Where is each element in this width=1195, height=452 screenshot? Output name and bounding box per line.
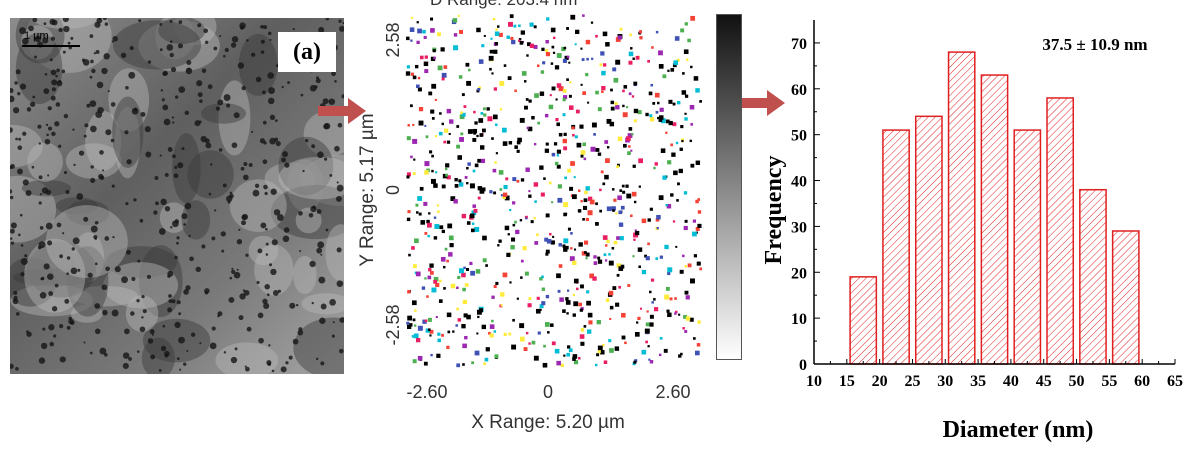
x-tick-label: 40 [1003, 373, 1019, 390]
histogram-bar [1079, 188, 1107, 365]
scale-bar-label: 1 µm [24, 30, 49, 42]
map-y-tick: 2.58 [383, 22, 403, 57]
tem-texture [10, 18, 344, 374]
tem-image: 1 µm (a) [10, 18, 344, 374]
y-tick-label: 10 [791, 311, 807, 328]
map-x-tick: 2.60 [655, 382, 690, 402]
y-tick-label: 70 [791, 36, 807, 53]
histogram-svg: 10 15 20 25 30 35 40 45 50 55 60 65010203040506070 … [761, 20, 1183, 443]
x-tick-label: 60 [1134, 373, 1150, 390]
x-tick-label: 30 [937, 373, 953, 390]
y-tick-label: 20 [791, 265, 807, 282]
x-tick-label: 15 [839, 373, 855, 390]
arrow-right-icon-2 [735, 90, 785, 116]
histogram-bar [882, 129, 910, 365]
map-y-axis-label: Y Range: 5.17 µm [357, 113, 378, 266]
histogram-bar [1013, 129, 1042, 365]
panel-label: (a) [278, 32, 336, 72]
map-y-tick: 0 [383, 185, 403, 195]
x-tick-label: 55 [1101, 373, 1117, 390]
x-tick-label: 65 [1167, 373, 1183, 390]
histogram-bar [947, 51, 976, 365]
x-tick-label: 10 [806, 373, 822, 390]
x-tick-label: 50 [1069, 373, 1085, 390]
y-tick-label: 40 [791, 174, 807, 191]
colorbar [716, 14, 742, 360]
map-y-tick: -2.58 [383, 304, 403, 345]
histogram-bar [1111, 230, 1140, 365]
histogram-bar [914, 115, 943, 365]
map-x-axis-label: X Range: 5.20 µm [471, 412, 625, 433]
chart-annotation: 37.5 ± 10.9 nm [1042, 35, 1147, 54]
map-x-tick: -2.60 [406, 382, 447, 402]
histogram-bar [849, 276, 878, 365]
map-top-label: D Range: 203.4 nm [430, 0, 577, 10]
x-tick-label: 20 [872, 373, 888, 390]
particle-map-svg: 2.58 0 -2.58 Y Range: 5.17 µm -2.60 0 2.… [357, 14, 703, 433]
x-tick-label: 45 [1036, 373, 1052, 390]
x-tick-label: 35 [970, 373, 986, 390]
arrow-right-icon [318, 98, 366, 124]
y-tick-label: 30 [791, 219, 807, 236]
y-axis-label: Frequency [761, 156, 787, 265]
scale-bar [22, 45, 80, 47]
x-tick-label: 25 [904, 373, 920, 390]
histogram-bar [980, 74, 1009, 365]
y-tick-label: 60 [791, 82, 807, 99]
x-axis-label: Diameter (nm) [943, 417, 1094, 443]
histogram: 10 15 20 25 30 35 40 45 50 55 60 65 0 10 20 30 40 50 60 70 … [755, 0, 1195, 447]
histogram-bar [1046, 97, 1075, 365]
y-tick-label: 50 [791, 128, 807, 145]
y-tick-label: 0 [799, 357, 807, 374]
particle-map: 2.58 0 -2.58 Y Range: 5.17 µm -2.60 0 2.… [355, 0, 710, 447]
map-x-tick: 0 [543, 382, 553, 402]
